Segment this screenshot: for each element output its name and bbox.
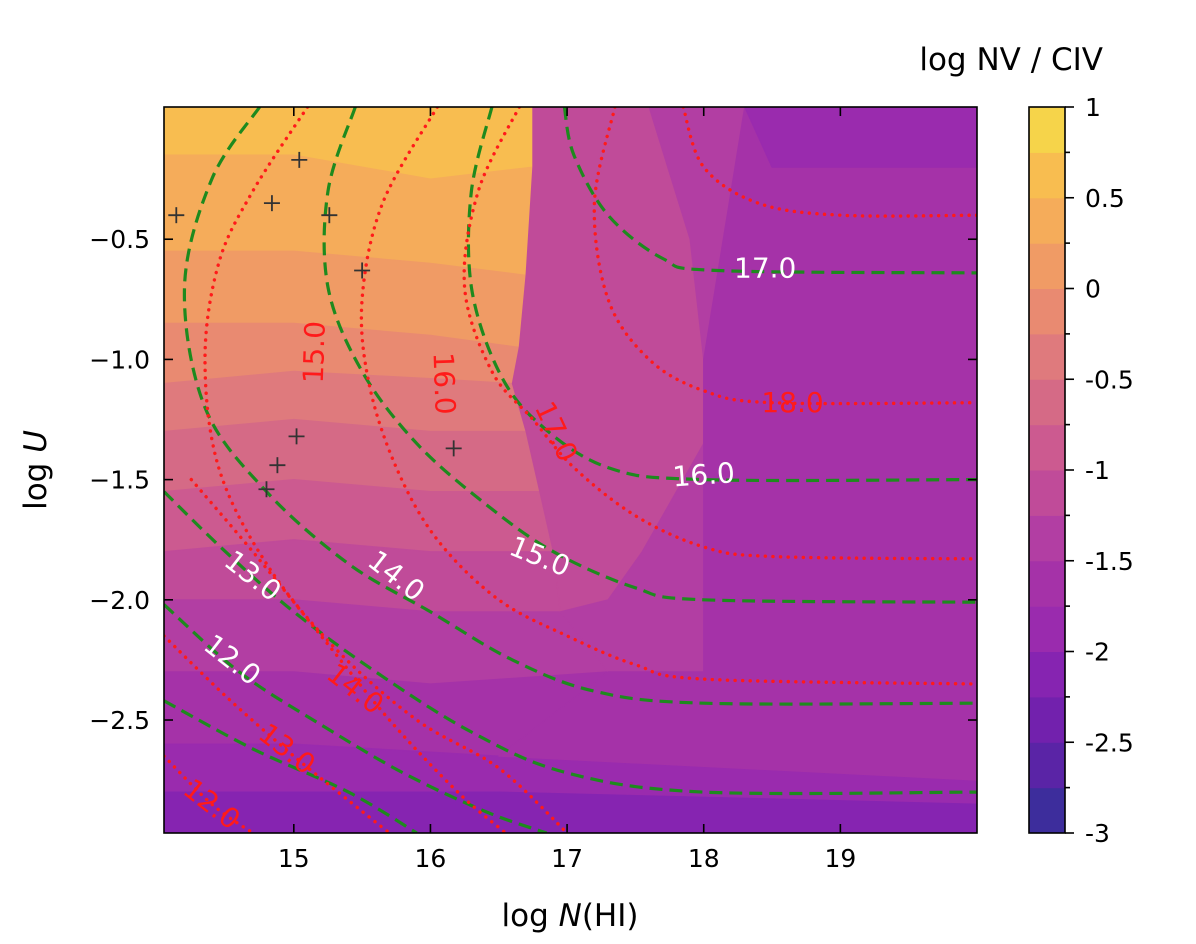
colorbar-band-3	[1029, 651, 1065, 698]
colorbar-tick-label--1.5: -1.5	[1085, 547, 1134, 576]
NCIV-contour-line-5	[189, 477, 508, 833]
NHI-contour-line-5	[164, 603, 548, 833]
data-marker-2	[263, 195, 280, 212]
x-tick-label-16: 16	[415, 844, 447, 873]
data-marker-5	[269, 457, 286, 474]
colorbar-band-4	[1029, 606, 1065, 652]
NCIV-contour-label-18.0: 18.0	[761, 386, 823, 419]
x-tick-label-17: 17	[551, 844, 583, 873]
NHI-contour-line-3	[182, 107, 977, 706]
NCIV-contour-line-2	[462, 107, 977, 561]
NCIV-contour-line-0	[592, 107, 977, 406]
colorbar-tick-label--0.5: -0.5	[1085, 365, 1134, 394]
data-marker-0	[168, 207, 185, 224]
NCIV-contour-label-16.0: 16.0	[427, 352, 462, 415]
data-marker-7	[258, 481, 275, 498]
colorbar-band-13	[1029, 197, 1065, 244]
colorbar-band-2	[1029, 696, 1065, 743]
NHI-contour-line-2	[322, 107, 977, 604]
axis-ticks: 15 16 17 18 19 −0.5 −1.0 −1.5 −2.0 −2.5	[89, 107, 977, 873]
colorbar-tick-label--2.5: -2.5	[1085, 728, 1134, 757]
data-marker-8	[445, 440, 462, 457]
NHI-contour-label-17.0: 17.0	[734, 252, 796, 285]
NCIV-contour-line-6	[164, 634, 392, 833]
filled-region-14	[703, 107, 977, 673]
filled-region-16	[498, 671, 977, 781]
filled-region-15	[744, 107, 977, 168]
colorbar: 1 0.5 0 -0.5 -1 -1.5 -2 -2.5 -3	[1028, 93, 1134, 848]
colorbar-tick-label-0: 0	[1085, 275, 1101, 304]
colorbar-band-15	[1029, 107, 1065, 153]
x-tick-label-15: 15	[278, 844, 310, 873]
colorbar-band-9	[1029, 379, 1065, 426]
data-marker-6	[288, 428, 305, 445]
colorbar-tick-label--3: -3	[1085, 819, 1110, 848]
y-tick-label--0.5: −0.5	[89, 225, 150, 254]
x-axis-title: log N(HI)	[502, 898, 639, 934]
colorbar-band-10	[1029, 333, 1065, 380]
colorbar-band-5	[1029, 560, 1065, 607]
NHI-contour-line-6	[164, 699, 418, 833]
colorbar-band-1	[1029, 742, 1065, 789]
plot-area: 17.016.015.014.013.012.018.017.016.015.0…	[164, 107, 977, 833]
x-tick-label-18: 18	[688, 844, 720, 873]
data-marker-3	[321, 207, 338, 224]
NHI-contour-label-16.0: 16.0	[671, 456, 735, 493]
x-tick-label-19: 19	[824, 844, 856, 873]
y-tick-label--1.5: −1.5	[89, 466, 150, 495]
NCIV-contour-line-1	[681, 107, 977, 218]
NCIV-contour-line-7	[164, 754, 255, 833]
colorbar-band-0	[1029, 787, 1065, 834]
colorbar-tick-label-0.5: 0.5	[1085, 184, 1125, 213]
colorbar-band-14	[1029, 152, 1065, 199]
colorbar-band-11	[1029, 288, 1065, 335]
colorbar-bands	[1029, 107, 1065, 834]
colorbar-title: log NV / CIV	[919, 42, 1103, 78]
y-axis-title: log U	[18, 430, 54, 510]
NHI-contour-line-0	[562, 107, 977, 275]
y-tick-label--1: −1.0	[89, 345, 150, 374]
filled-contour-layer	[164, 107, 977, 833]
colorbar-ticks: 1 0.5 0 -0.5 -1 -1.5 -2 -2.5 -3	[1065, 93, 1134, 848]
data-marker-1	[291, 151, 308, 168]
plot-frame	[163, 106, 978, 834]
NHI-contour-line-4	[164, 490, 977, 796]
colorbar-tick-label--2: -2	[1085, 638, 1110, 667]
marker-layer	[168, 151, 462, 498]
colorbar-band-6	[1029, 515, 1065, 562]
NHI-contour-line-1	[466, 107, 977, 483]
colorbar-band-7	[1029, 470, 1065, 516]
y-tick-label--2.5: −2.5	[89, 706, 150, 735]
colorbar-tick-label--1: -1	[1085, 456, 1110, 485]
NCIV-contour-label-15.0: 15.0	[297, 320, 332, 383]
colorbar-band-8	[1029, 424, 1065, 471]
colorbar-band-12	[1029, 243, 1065, 289]
data-marker-4	[354, 262, 371, 279]
colorbar-tick-label-1: 1	[1085, 93, 1101, 122]
y-tick-label--2: −2.0	[89, 586, 150, 615]
